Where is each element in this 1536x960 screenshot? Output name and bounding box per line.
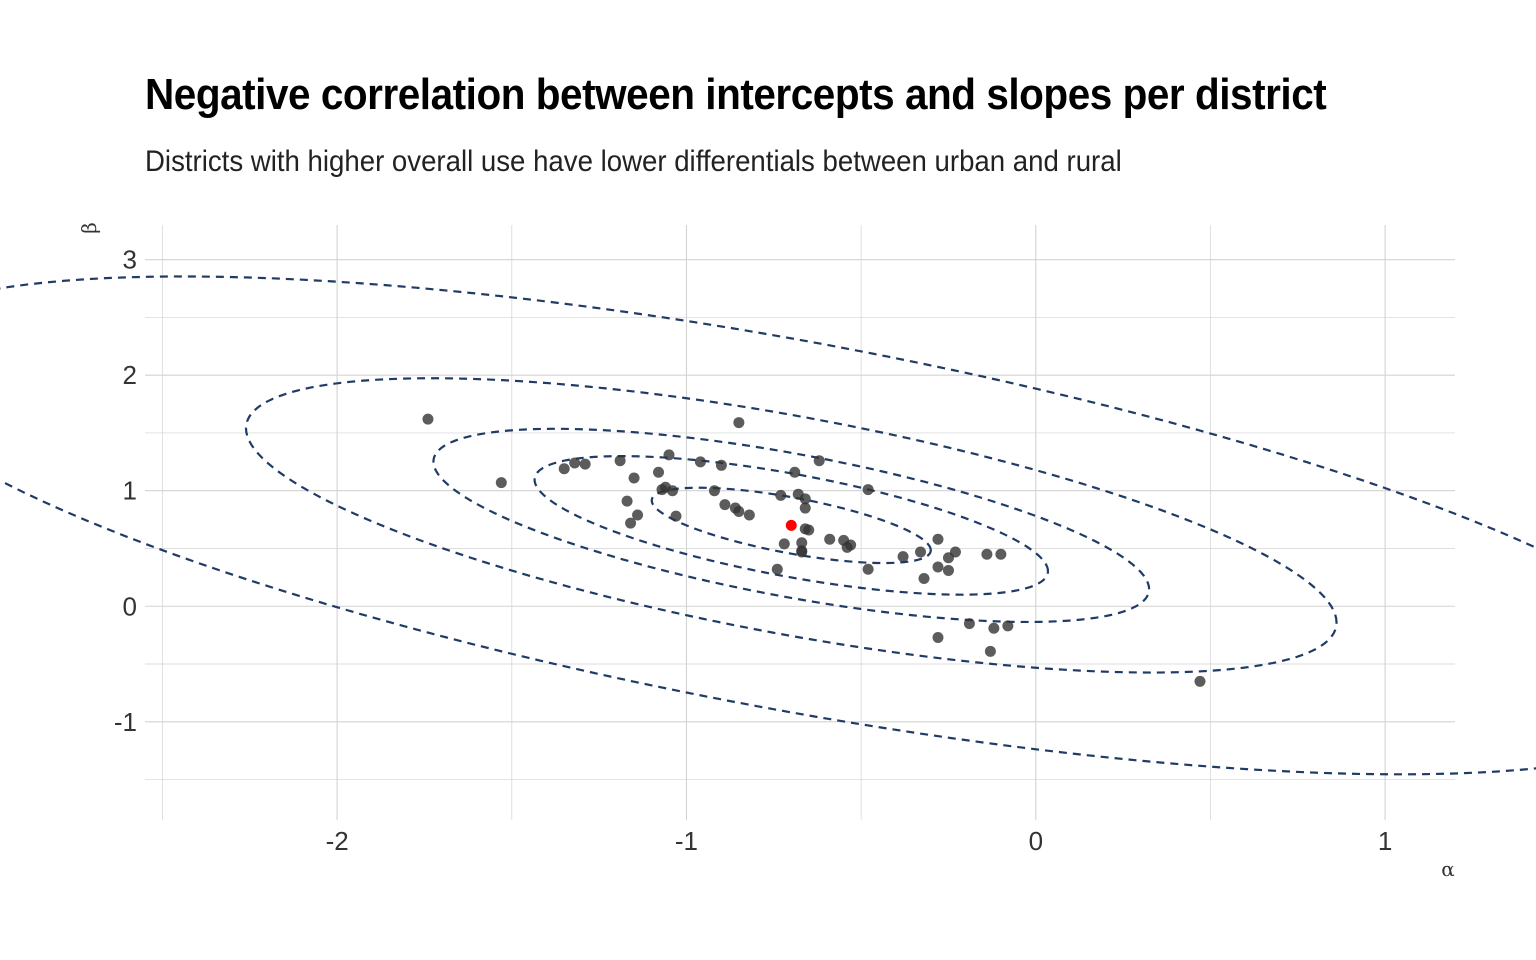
data-point <box>862 484 874 496</box>
y-tick-label: -1 <box>114 707 137 737</box>
data-point <box>995 548 1007 560</box>
data-point <box>653 466 665 478</box>
data-point <box>949 546 961 558</box>
data-point <box>988 622 1000 634</box>
x-axis-ticks: -2 -1 0 1 <box>326 826 1393 856</box>
data-point <box>569 457 581 469</box>
ellipse-level-0.1 <box>650 486 932 565</box>
y-axis-label: β <box>77 222 101 234</box>
data-point <box>495 477 507 489</box>
data-point <box>796 546 808 558</box>
y-axis-ticks: -1 0 1 2 3 <box>114 245 137 737</box>
x-axis-label: α <box>1441 857 1455 881</box>
data-point <box>670 510 682 522</box>
y-tick-label: 3 <box>123 245 137 275</box>
data-point <box>719 499 731 511</box>
data-point <box>963 618 975 630</box>
data-point <box>1002 620 1014 632</box>
data-point <box>799 493 811 505</box>
data-point <box>813 455 825 467</box>
data-points <box>422 413 1206 687</box>
data-point <box>775 489 787 501</box>
x-tick-label: -2 <box>326 826 349 856</box>
data-point <box>918 573 930 585</box>
data-point <box>824 533 836 545</box>
confidence-ellipses <box>0 275 1536 776</box>
y-tick-label: 2 <box>123 360 137 390</box>
data-point <box>845 539 857 551</box>
data-point <box>614 455 626 467</box>
data-point <box>932 533 944 545</box>
data-point <box>663 449 675 461</box>
data-point <box>625 517 637 529</box>
data-point <box>932 631 944 643</box>
data-point <box>778 538 790 550</box>
data-point <box>628 472 640 484</box>
data-point <box>1194 675 1206 687</box>
data-point <box>715 459 727 471</box>
ellipse-level-0.3 <box>533 455 1050 596</box>
grid-lines <box>145 225 1455 820</box>
mean-point <box>785 519 797 531</box>
data-point <box>694 456 706 468</box>
y-tick-label: 0 <box>123 591 137 621</box>
data-point <box>981 548 993 560</box>
data-point <box>743 509 755 521</box>
data-point <box>799 502 811 514</box>
ellipse-level-0.99 <box>0 275 1536 776</box>
data-point <box>632 509 644 521</box>
data-point <box>708 485 720 497</box>
data-point <box>803 524 815 536</box>
data-point <box>915 546 927 558</box>
ellipse-level-0.8 <box>244 377 1338 674</box>
data-point <box>422 413 434 425</box>
x-tick-label: -1 <box>675 826 698 856</box>
data-point <box>733 506 745 518</box>
data-point <box>942 564 954 576</box>
chart-subtitle: Districts with higher overall use have l… <box>145 145 1122 178</box>
data-point <box>862 563 874 575</box>
x-tick-label: 0 <box>1029 826 1043 856</box>
data-point <box>666 485 678 497</box>
data-point <box>796 537 808 549</box>
x-tick-label: 1 <box>1378 826 1392 856</box>
data-point <box>932 561 944 573</box>
data-point <box>897 551 909 563</box>
chart-title: Negative correlation between intercepts … <box>145 70 1327 119</box>
data-point <box>984 645 996 657</box>
data-point <box>789 466 801 478</box>
y-tick-label: 1 <box>123 476 137 506</box>
data-point <box>558 463 570 475</box>
data-point <box>733 417 745 429</box>
data-point <box>771 563 783 575</box>
data-point <box>579 458 591 470</box>
data-point <box>621 495 633 507</box>
